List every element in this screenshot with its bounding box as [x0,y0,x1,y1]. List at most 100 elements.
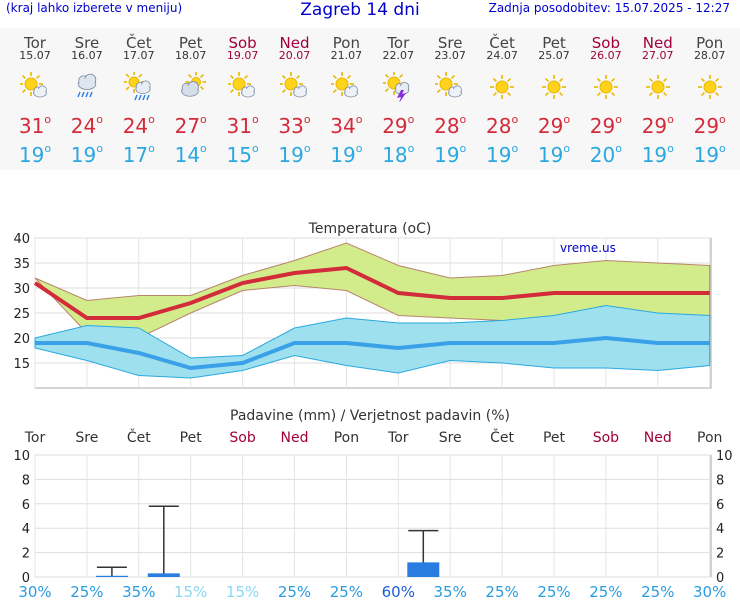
temp-min: 15o [217,142,269,167]
rain-probability: 25% [330,583,363,600]
rain-probability: 25% [485,583,518,600]
max-temp-line [33,265,710,320]
rain-probability: 25% [278,583,311,600]
temp-min: 14o [165,142,217,167]
sun-icon [593,75,618,99]
y-tick-label-right: 0 [716,571,724,586]
rain-probability: 30% [18,583,51,600]
temp-max: 33o [269,113,321,138]
degree-sign: o [148,142,155,155]
degree-sign: o [719,113,726,126]
y-tick-label: 35 [13,257,30,272]
last-update: Zadnja posodobitev: 15.07.2025 - 12:27 [488,1,730,15]
day-name: Tor [24,34,46,52]
y-tick-label: 20 [13,332,30,347]
x-tick-label: Pet [180,430,203,446]
temp-min: 19o [632,142,684,167]
day-date: 27.07 [642,49,674,62]
temp-max-value: 34 [330,114,356,138]
day-name: Čet [489,34,515,52]
day-name: Pet [178,34,203,52]
temp-min-value: 19 [434,143,460,167]
y-tick-label: 15 [13,357,30,372]
temp-max: 29o [528,113,580,138]
chart-credit: vreme.us [560,241,616,255]
temp-min: 19o [269,142,321,167]
temp-max-value: 31 [226,114,252,138]
y-tick-label: 4 [22,522,30,537]
y-tick-label-right: 2 [716,547,724,562]
temp-min-value: 20 [589,143,616,167]
sun-cloud-icon [435,72,462,98]
degree-sign: o [96,142,103,155]
y-tick-label: 25 [13,307,30,322]
y-tick-label-right: 4 [716,522,724,537]
degree-sign: o [459,142,467,155]
degree-sign: o [44,142,52,155]
y-tick-label-right: 6 [716,498,724,513]
degree-sign: o [563,142,571,155]
min-temp-band [34,304,711,379]
temp-max-value: 31 [18,114,45,138]
degree-sign: o [667,113,674,126]
day-date: 21.07 [330,49,363,62]
y-tick-label: 6 [22,498,30,513]
precipitation-chart: Padavine (mm) / Verjetnost padavin (%) To… [13,408,732,600]
plot-area [34,454,712,578]
temp-min-value: 19 [537,143,564,167]
degree-sign: o [615,142,622,155]
degree-sign: o [459,113,467,126]
temp-min: 19o [476,142,528,167]
rain-bar [95,575,128,577]
x-tick-label: Pon [697,430,722,446]
day-date: 25.07 [538,49,570,62]
day-name: Ned [279,34,310,52]
day-date: 22.07 [382,49,415,62]
temp-min: 17o [113,142,165,167]
day-date: 24.07 [486,49,518,62]
degree-sign: o [96,113,103,126]
x-tick-label: Sob [229,430,255,446]
temperature-chart: Temperatura (oC) 15 20 25 30 35 40 vreme.us [13,221,712,389]
day-date: 16.07 [71,49,103,62]
temp-min-value: 15 [226,143,252,167]
temp-max: 28o [476,113,528,138]
y-tick-label: 8 [22,473,30,488]
temp-min-value: 17 [122,143,149,167]
rain-bar [147,573,180,577]
degree-sign: o [511,113,519,126]
day-name: Sre [74,34,100,52]
temp-max: 28o [424,113,476,138]
x-tick-label: Sob [593,430,619,446]
degree-sign: o [719,142,726,155]
sun-icon [490,75,515,99]
temp-max: 34o [320,113,372,138]
temp-max: 27o [165,113,217,138]
degree-sign: o [407,113,415,126]
day-date: 26.07 [590,49,622,62]
temp-min: 18o [372,142,424,167]
rain-probability: 35% [434,583,467,600]
x-tick-label: Tor [24,430,46,446]
temp-max: 29o [580,113,632,138]
day-name: Sob [228,34,257,52]
header-subtitle[interactable]: (kraj lahko izberete v meniju) [6,1,183,15]
day-name: Pon [332,34,360,52]
temp-max-value: 24 [122,114,149,138]
degree-sign: o [511,142,519,155]
sun-cloud-icon [227,72,255,98]
cloudy-sun-icon [180,72,206,97]
rain-probability: 15% [174,583,207,600]
day-date: 28.07 [693,49,726,62]
temp-min-value: 19 [330,143,356,167]
temp-min-value: 19 [641,143,668,167]
temp-min: 19o [61,142,113,167]
degree-sign: o [251,142,259,155]
y-tick-label: 2 [22,547,30,562]
temp-min-value: 14 [174,143,201,167]
temp-max: 29o [632,113,684,138]
rain-probability: 25% [589,583,622,600]
x-tick-label: Ned [644,430,672,446]
temp-min: 19o [9,142,61,167]
x-tick-label: Sre [75,430,98,446]
